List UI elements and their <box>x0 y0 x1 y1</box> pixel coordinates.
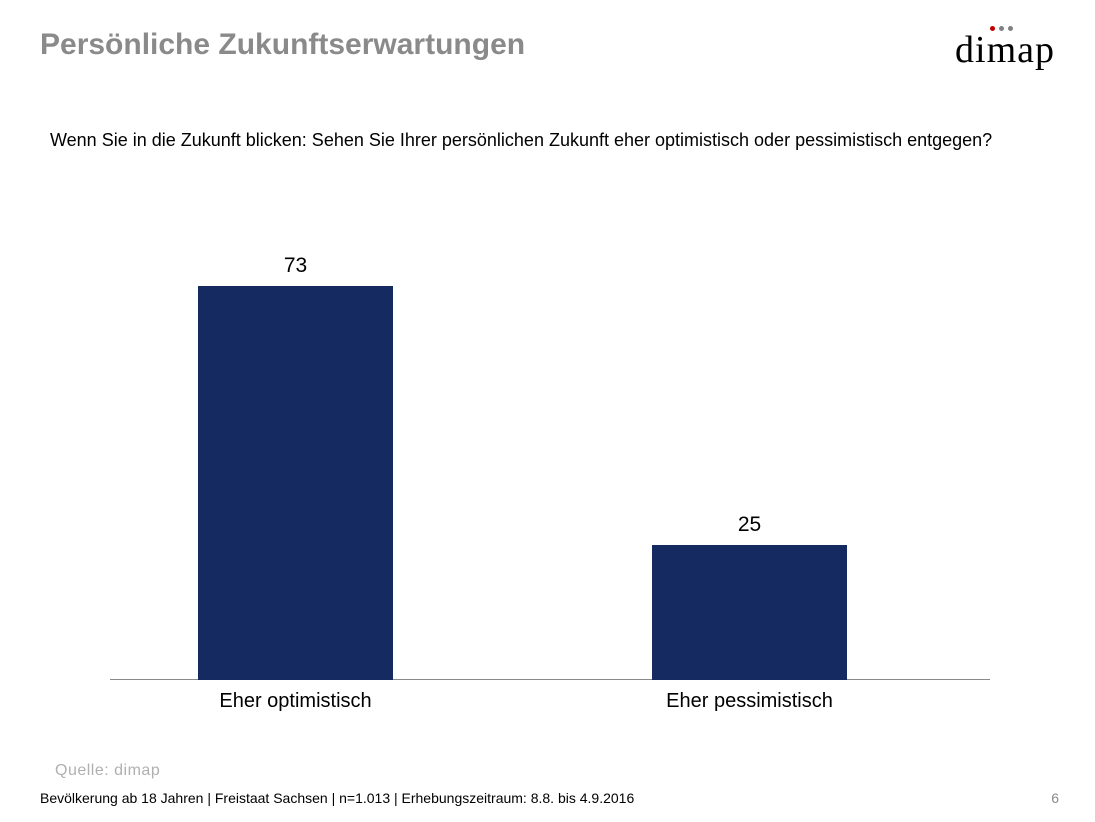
bar-1 <box>652 545 847 680</box>
bar-0 <box>198 286 393 680</box>
logo-dot-2 <box>999 26 1004 31</box>
logo: dimap <box>955 28 1055 72</box>
bar-category-1: Eher pessimistisch <box>602 690 897 713</box>
survey-question: Wenn Sie in die Zukunft blicken: Sehen S… <box>50 130 1045 151</box>
page-number: 6 <box>1051 790 1059 806</box>
source-label: Quelle: dimap <box>55 762 160 780</box>
logo-text: dimap <box>955 29 1055 71</box>
bar-value-1: 25 <box>652 513 847 537</box>
header: Persönliche Zukunftserwartungen dimap <box>40 28 1055 72</box>
bar-category-0: Eher optimistisch <box>148 690 443 713</box>
logo-dots <box>990 26 1013 31</box>
bar-chart: 73Eher optimistisch25Eher pessimistisch <box>110 280 990 710</box>
logo-dot-3 <box>1008 26 1013 31</box>
page-title: Persönliche Zukunftserwartungen <box>40 28 525 62</box>
logo-dot-1 <box>990 26 995 31</box>
bar-value-0: 73 <box>198 254 393 278</box>
footer-meta: Bevölkerung ab 18 Jahren | Freistaat Sac… <box>40 790 634 806</box>
